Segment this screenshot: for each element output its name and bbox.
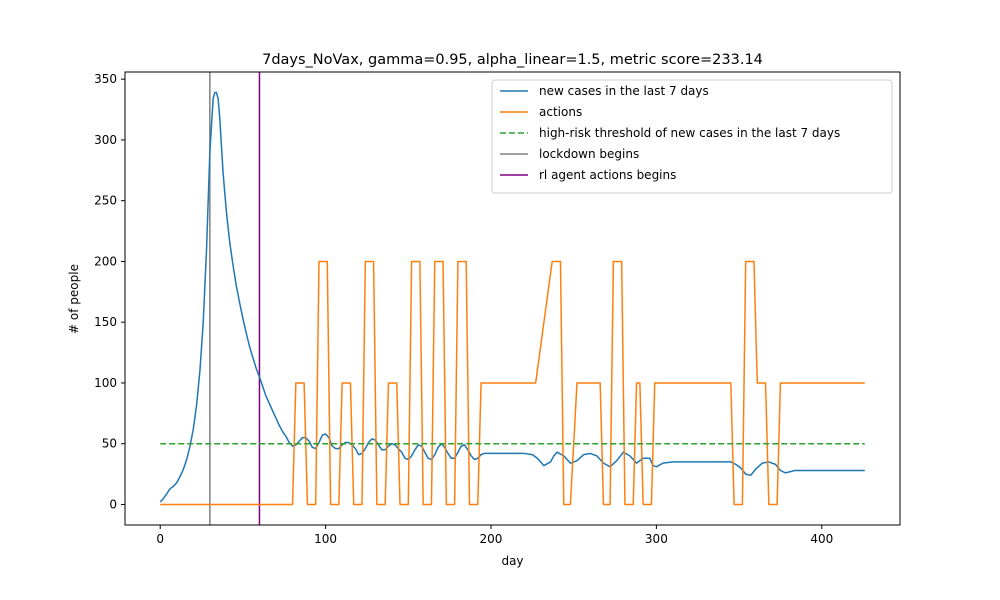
chart-title: 7days_NoVax, gamma=0.95, alpha_linear=1.… (262, 52, 763, 68)
legend-label: new cases in the last 7 days (539, 84, 709, 98)
series-line-new-cases (159, 91, 865, 503)
legend-label: lockdown begins (539, 147, 639, 161)
y-tick-label: 150 (94, 315, 117, 329)
y-tick-label: 250 (94, 194, 117, 208)
y-tick-label: 50 (102, 437, 117, 451)
y-tick-label: 100 (94, 376, 117, 390)
legend-label: rl agent actions begins (539, 168, 676, 182)
x-tick-label: 300 (645, 532, 668, 546)
legend-label: actions (539, 105, 582, 119)
axes-frame (124, 71, 901, 526)
y-tick-label: 200 (94, 254, 117, 268)
x-tick-label: 100 (314, 532, 337, 546)
legend-box (491, 79, 893, 194)
x-tick-label: 0 (156, 532, 164, 546)
plot-area: 0 100 200 300 400 0 50 100 150 200 250 300 350 (94, 71, 901, 546)
legend: new cases in the last 7 days actions high-… (491, 79, 893, 194)
series-line-actions (160, 260, 865, 506)
series-group (159, 91, 865, 506)
x-tick-label: 200 (480, 532, 503, 546)
legend-label: high-risk threshold of new cases in the … (539, 126, 840, 140)
y-tick-label: 300 (94, 133, 117, 147)
x-axis-label: day (501, 554, 523, 568)
x-tick-label: 400 (810, 532, 833, 546)
y-tick-label: 0 (109, 497, 117, 511)
y-tick-label: 350 (94, 72, 117, 86)
y-axis-label: # of people (67, 264, 81, 334)
